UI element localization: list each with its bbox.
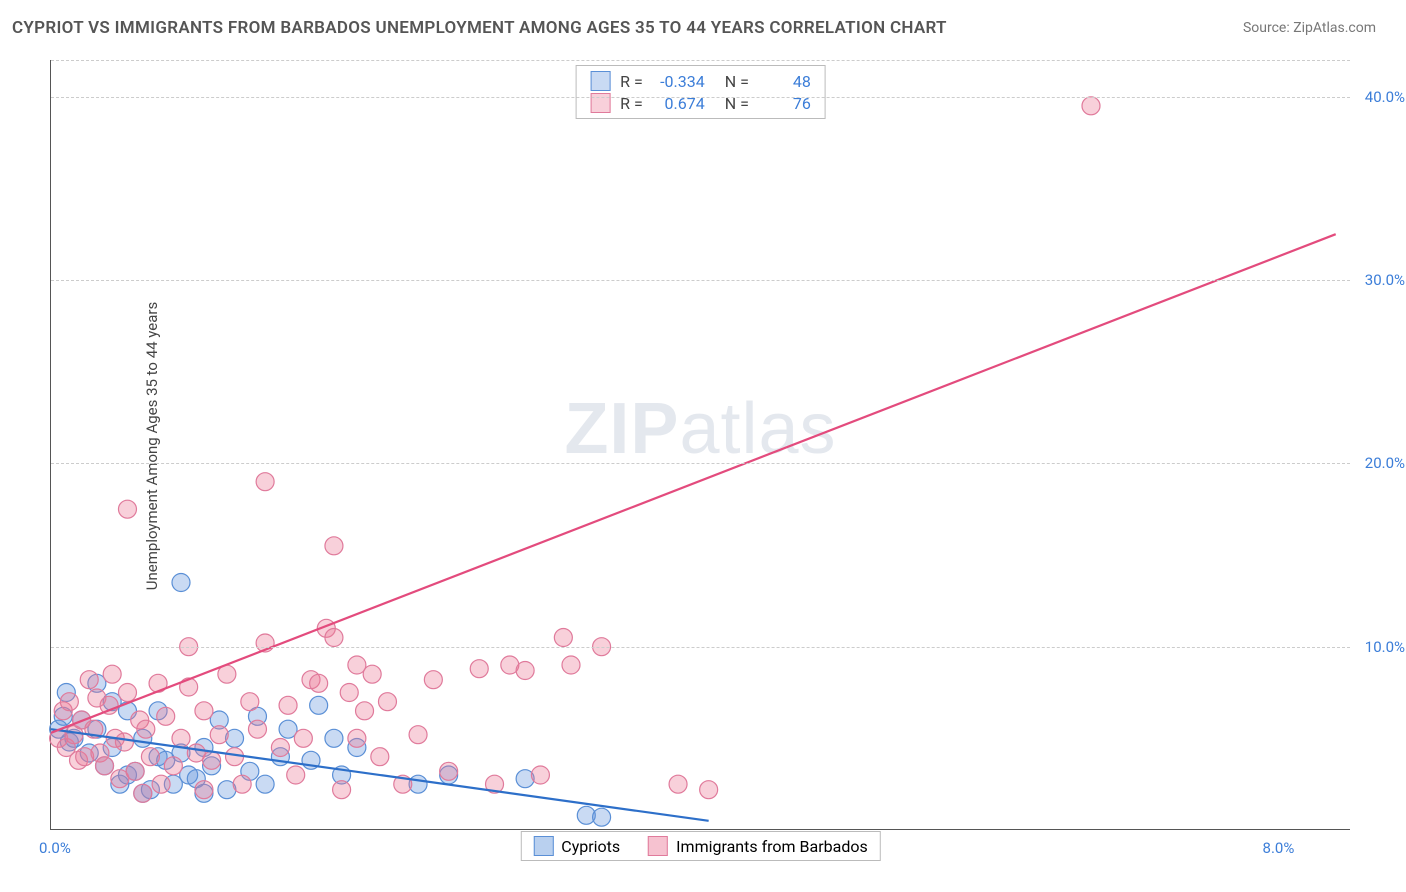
legend-swatch-1 (648, 836, 668, 856)
swatch-series-0 (590, 71, 610, 91)
source-attribution: Source: ZipAtlas.com (1243, 20, 1376, 36)
x-tick-label: 8.0% (1263, 839, 1295, 857)
legend-label-0: Cypriots (561, 837, 620, 856)
x-tick-label: 0.0% (39, 839, 71, 857)
stats-row-series-1: R = 0.674 N = 76 (590, 92, 811, 114)
r-value-0: -0.334 (653, 72, 705, 91)
y-tick-label: 40.0% (1365, 88, 1405, 106)
chart-title: CYPRIOT VS IMMIGRANTS FROM BARBADOS UNEM… (12, 18, 947, 38)
legend-item-1: Immigrants from Barbados (648, 836, 868, 856)
legend-item-0: Cypriots (533, 836, 620, 856)
n-label: N = (725, 72, 749, 91)
legend: Cypriots Immigrants from Barbados (520, 831, 880, 861)
scatter-svg (51, 60, 1350, 829)
y-tick-label: 10.0% (1365, 638, 1405, 656)
y-tick-label: 20.0% (1365, 454, 1405, 472)
plot-area: ZIPatlas R = -0.334 N = 48 R = 0.674 N =… (50, 60, 1350, 830)
legend-swatch-0 (533, 836, 553, 856)
y-tick-label: 30.0% (1365, 271, 1405, 289)
r-label: R = (620, 72, 643, 91)
n-value-0: 48 (759, 72, 811, 91)
legend-label-1: Immigrants from Barbados (676, 837, 868, 856)
stats-row-series-0: R = -0.334 N = 48 (590, 70, 811, 92)
correlation-stats-box: R = -0.334 N = 48 R = 0.674 N = 76 (575, 65, 826, 119)
